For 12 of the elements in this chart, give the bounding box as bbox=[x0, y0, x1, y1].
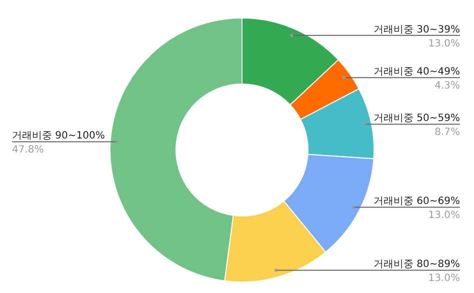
slice-label: 거래비중 50~59% bbox=[373, 113, 460, 124]
data-label: 13.0% bbox=[428, 38, 460, 50]
data-label: 13.0% bbox=[428, 210, 460, 222]
slice-label: 거래비중 60~69% bbox=[373, 196, 460, 208]
slice-label: 거래비중 80~89% bbox=[373, 259, 460, 270]
slice-label: 거래비중 30~39% bbox=[373, 24, 460, 36]
data-label: 13.0% bbox=[428, 273, 460, 284]
data-label: 8.7% bbox=[434, 127, 460, 138]
slice-label: 거래비중 40~49% bbox=[373, 66, 460, 78]
data-label: 47.8% bbox=[12, 144, 44, 156]
slice-label: 거래비중 90~100% bbox=[12, 130, 105, 142]
data-label: 4.3% bbox=[434, 80, 460, 92]
